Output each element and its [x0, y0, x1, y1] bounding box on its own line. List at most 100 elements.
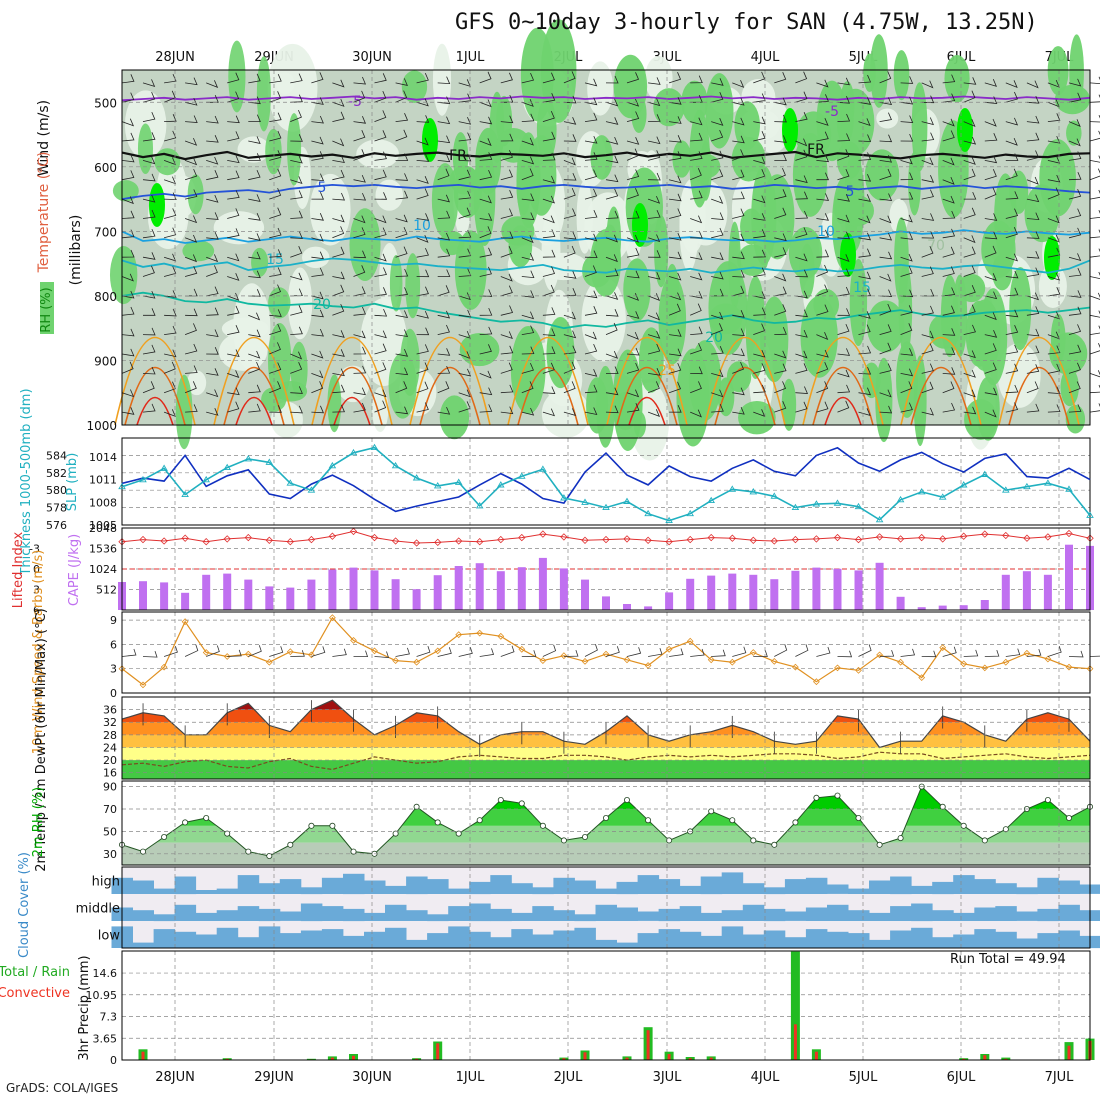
- precip-convective-bar: [436, 1043, 439, 1060]
- rh2m-point: [267, 853, 272, 858]
- rh-moist-patch: [875, 358, 892, 442]
- precip-tick-label: 0: [110, 1054, 117, 1067]
- cape-bar: [265, 586, 273, 610]
- precip-series: [139, 952, 1095, 1060]
- rh-tick-label: 50: [103, 825, 117, 838]
- date-label-bottom: 7JUL: [1045, 1070, 1075, 1085]
- cloud-cover-bar: [511, 883, 533, 894]
- precip-gridlines: [122, 973, 1090, 1038]
- cape-bar: [644, 606, 652, 610]
- cape-bar: [1044, 575, 1052, 610]
- cloud-cover-bar: [490, 909, 512, 921]
- wind-tick-label: 9: [110, 614, 117, 627]
- panel-slp-frame: [122, 438, 1090, 525]
- surface-wind-barb: [690, 649, 704, 657]
- cloud-cover-bar: [953, 875, 975, 894]
- cloud-cover-bar: [427, 914, 449, 921]
- cloud-cover-bar: [448, 926, 470, 948]
- cape-bar: [560, 568, 568, 610]
- precip-convective-bar: [983, 1055, 986, 1060]
- rh-moist-patch: [257, 56, 271, 131]
- rh2m-series: [119, 781, 1092, 865]
- chart-title: GFS 0~10day 3-hourly for SAN (4.75W, 13.…: [455, 10, 1038, 35]
- rh-dry-patch: [876, 108, 898, 128]
- precip-convective-bar: [352, 1056, 355, 1060]
- rh-moist-patch: [870, 34, 888, 108]
- contour-label: 5: [318, 180, 327, 196]
- cloud-cover-bar: [301, 887, 323, 894]
- pressure-tick-label: 800: [94, 290, 117, 304]
- wind-tick-label: 0: [110, 687, 117, 700]
- contour-label: 5: [846, 184, 855, 200]
- cloud-cover-bar: [364, 881, 386, 895]
- precip-convective-bar: [1068, 1046, 1071, 1060]
- cape-bar: [1065, 545, 1073, 610]
- date-label-bottom: 5JUL: [849, 1070, 879, 1085]
- rh2m-point: [961, 823, 966, 828]
- rh-tick-label: 70: [103, 803, 117, 816]
- surface-wind-barb: [564, 650, 578, 656]
- cloud-cover-bar: [722, 926, 744, 948]
- cape-bar: [581, 580, 589, 610]
- cape-bar: [791, 571, 799, 610]
- cloud-cover-bar: [322, 929, 344, 948]
- cloud-cover-bar: [574, 928, 596, 948]
- cloud-cover-bar: [1037, 933, 1059, 948]
- wind-barb: [1090, 311, 1100, 318]
- cloud-cover-bar: [722, 910, 744, 921]
- rh2m-point: [814, 795, 819, 800]
- rh2m-point: [835, 793, 840, 798]
- rh2m-point: [477, 818, 482, 823]
- cloud-cover-bar: [890, 931, 912, 949]
- cloud-cover-bar: [301, 931, 323, 949]
- rh-moist-patch: [944, 55, 969, 102]
- cloud-cover-bar: [1016, 912, 1038, 921]
- cloud-cover-bar: [659, 909, 681, 921]
- contour-label: FR: [449, 148, 467, 164]
- cape-bar: [855, 570, 863, 610]
- cloud-cover-bar: [427, 933, 449, 948]
- wind-tick-label: 6: [110, 638, 117, 651]
- rh2m-point: [288, 842, 293, 847]
- rh-bands: [122, 781, 1090, 865]
- cloud-cover-bar: [217, 928, 239, 948]
- cape-bar: [897, 597, 905, 610]
- contour-label: FR: [807, 142, 825, 158]
- rh-moist-patch: [929, 314, 960, 349]
- rh2m-point: [498, 797, 503, 802]
- cloud-cover-bar: [890, 877, 912, 895]
- rh-moist-patch: [837, 141, 861, 179]
- panel-precip-frame: [122, 951, 1090, 1060]
- cape-bar: [728, 574, 736, 610]
- cape-bar: [160, 582, 168, 610]
- date-label-bottom: 1JUL: [456, 1070, 486, 1085]
- cloud-cover-bar: [553, 931, 575, 949]
- cloud-cover-bar: [1058, 881, 1080, 895]
- surface-wind-barb: [354, 651, 368, 657]
- cloud-cover-bar: [301, 904, 323, 922]
- cloud-cover-bar: [448, 906, 470, 921]
- rh2m-point: [624, 797, 629, 802]
- cloud-cover-bar: [196, 935, 218, 949]
- cape-bar: [223, 574, 231, 610]
- cloud-cover-bar: [617, 882, 639, 894]
- temperature-band: [122, 697, 1090, 710]
- cape-bar: [749, 575, 757, 610]
- surface-wind-barb: [480, 648, 494, 656]
- cape-bar: [960, 605, 968, 610]
- rh2m-point: [646, 818, 651, 823]
- rh2m-point: [435, 820, 440, 825]
- cape-bar: [602, 596, 610, 610]
- surface-wind-barb: [269, 646, 282, 656]
- surface-wind-barb: [648, 648, 662, 656]
- cloud-cover-bar: [974, 908, 996, 922]
- cloud-cover-bar: [701, 877, 723, 895]
- rh2m-point: [1066, 815, 1071, 820]
- surface-wind-barb: [732, 647, 746, 657]
- surface-wind-barb: [774, 644, 786, 656]
- cloud-cover-bar: [806, 929, 828, 948]
- cape-tick-label: 512: [96, 584, 117, 597]
- rh-dry-patch: [542, 389, 590, 438]
- cloud-cover-bar: [911, 928, 933, 948]
